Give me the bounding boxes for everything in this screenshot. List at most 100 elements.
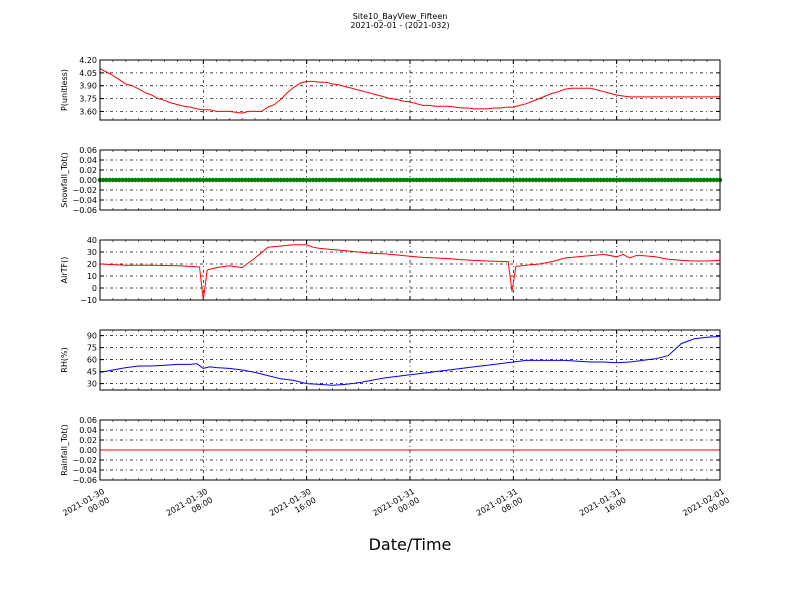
snowfall-point	[172, 177, 177, 183]
snowfall-point	[330, 177, 335, 183]
snowfall-point	[214, 177, 219, 183]
y-tick-label: 30	[87, 248, 97, 257]
snowfall-point	[375, 177, 380, 183]
panel-4: 30 45 60 75 90 RH(%)	[60, 329, 721, 391]
snowfall-point	[168, 177, 174, 183]
snowfall-point	[152, 177, 158, 183]
snowfall-point	[611, 177, 616, 183]
snowfall-point	[281, 177, 287, 183]
y-tick-label: 3.90	[79, 82, 97, 91]
snowfall-point	[488, 177, 493, 183]
snowfall-point	[369, 177, 374, 183]
snowfall-point	[643, 177, 648, 183]
snowfall-point	[239, 177, 245, 183]
figure-title: Site10_BayView_Fifteen	[353, 12, 448, 21]
y-tick-label: 40	[87, 236, 97, 245]
snowfall-point	[327, 177, 332, 183]
snowfall-point	[252, 177, 258, 183]
snowfall-point	[649, 177, 655, 183]
snowfall-point	[256, 177, 261, 183]
snowfall-point	[527, 177, 532, 183]
snowfall-point	[294, 177, 300, 183]
snowfall-point	[407, 177, 413, 183]
snowfall-point	[339, 177, 345, 183]
snowfall-point	[320, 177, 326, 183]
snowfall-point	[356, 177, 361, 183]
snowfall-point	[608, 177, 613, 183]
snowfall-point	[633, 177, 639, 183]
snowfall-point	[401, 177, 406, 183]
snowfall-point	[559, 177, 564, 183]
y-axis-label: AirTF()	[60, 257, 69, 284]
snowfall-point	[362, 177, 367, 183]
y-tick-label: 20	[87, 260, 97, 269]
snowfall-point	[220, 177, 225, 183]
snowfall-point	[117, 177, 122, 183]
axes-frame	[99, 239, 721, 301]
y-tick-label: 3.75	[79, 95, 97, 104]
snowfall-point	[672, 177, 677, 183]
snowfall-point	[333, 177, 338, 183]
snowfall-point	[123, 177, 129, 183]
snowfall-point	[126, 177, 132, 183]
snowfall-point	[630, 177, 636, 183]
snowfall-point	[449, 177, 455, 183]
y-tick-label: 60	[87, 356, 97, 365]
snowfall-point	[110, 177, 116, 183]
snowfall-point	[101, 177, 106, 183]
snowfall-point	[604, 177, 610, 183]
snowfall-point	[498, 177, 503, 183]
snowfall-point	[430, 177, 435, 183]
snowfall-point	[191, 177, 196, 183]
y-axis-label: Snowfall_Tot()	[60, 152, 69, 208]
snowfall-point	[394, 177, 400, 183]
y-tick-label: 0.00	[79, 446, 97, 455]
snowfall-point	[346, 177, 351, 183]
snowfall-point	[275, 177, 280, 183]
snowfall-point	[372, 177, 377, 183]
snowfall-point	[404, 177, 409, 183]
snowfall-point	[627, 177, 632, 183]
snowfall-point	[433, 177, 439, 183]
snowfall-point	[469, 177, 474, 183]
snowfall-point	[569, 177, 574, 183]
snowfall-point	[478, 177, 484, 183]
axes-frame	[99, 419, 721, 481]
snowfall-point	[223, 177, 229, 183]
snowfall-point	[291, 177, 296, 183]
snowfall-point	[494, 177, 500, 183]
snowfall-point	[427, 177, 432, 183]
snowfall-point	[475, 177, 481, 183]
snowfall-point	[146, 177, 151, 183]
snowfall-point	[398, 177, 403, 183]
snowfall-point	[194, 177, 200, 183]
snowfall-point	[162, 177, 167, 183]
snowfall-point	[582, 177, 587, 183]
snowfall-point	[591, 177, 597, 183]
panel-2: −0.06−0.04−0.020.000.020.040.06 Snowfall_…	[60, 146, 723, 215]
snowfall-point	[562, 177, 568, 183]
snowfall-point	[533, 177, 539, 183]
snowfall-point	[530, 177, 535, 183]
axes-frame	[99, 59, 721, 121]
figure-subtitle: 2021-02-01 - (2021-032)	[350, 21, 449, 30]
snowfall-point	[695, 177, 700, 183]
snowfall-point	[262, 177, 267, 183]
snowfall-point	[107, 177, 112, 183]
snowfall-point	[378, 177, 384, 183]
y-tick-label: 0.06	[79, 416, 97, 425]
snowfall-point	[514, 177, 519, 183]
snowfall-point	[159, 177, 164, 183]
snowfall-point	[688, 177, 694, 183]
snowfall-point	[585, 177, 590, 183]
snowfall-point	[181, 177, 187, 183]
snowfall-point	[536, 177, 542, 183]
snowfall-point	[314, 177, 319, 183]
snowfall-point	[285, 177, 290, 183]
snowfall-point	[352, 177, 358, 183]
snowfall-point	[504, 177, 510, 183]
snowfall-point	[659, 177, 665, 183]
snowfall-point	[272, 177, 277, 183]
